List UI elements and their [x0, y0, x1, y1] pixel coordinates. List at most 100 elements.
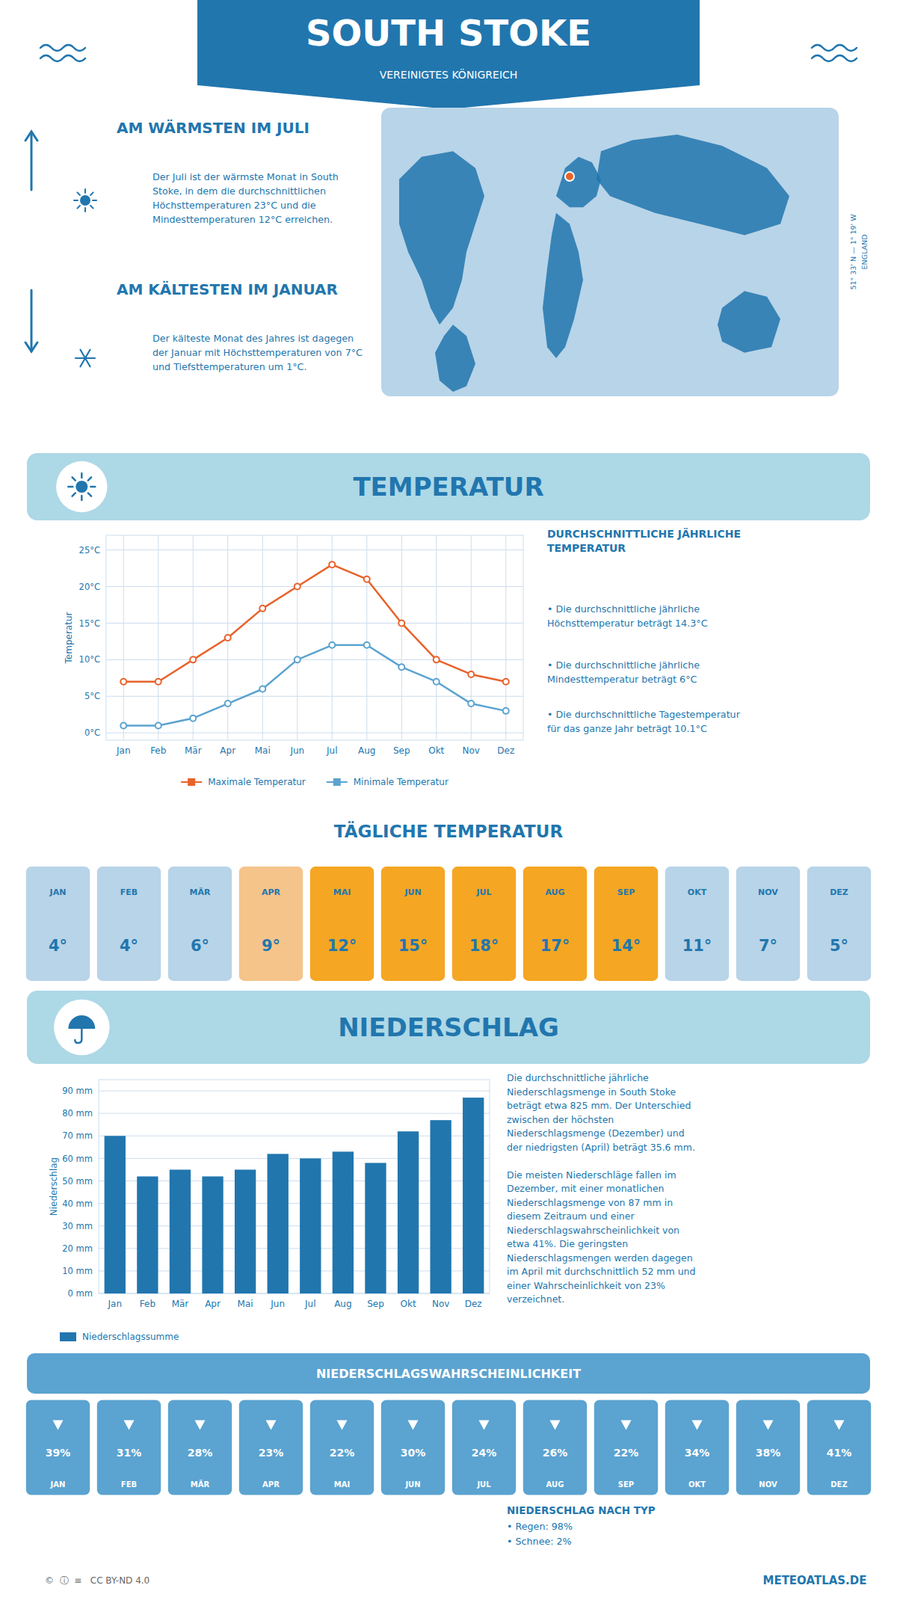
- text-line: 28%: [187, 1446, 214, 1459]
- cell-month: OKT: [688, 1480, 706, 1489]
- sun-ray: [84, 207, 86, 212]
- cell-value: 14°: [611, 936, 642, 955]
- grid-line-x: [157, 535, 159, 741]
- text-line: AUG: [546, 1480, 565, 1489]
- info: AM WÄRMSTEN IM JULIDer Juli ist der wärm…: [25, 118, 363, 373]
- x-tick-label: Dez: [497, 745, 515, 756]
- text-line: 0°C: [84, 727, 101, 738]
- x-tick-label: Jul: [304, 1298, 316, 1309]
- text-line: AM WÄRMSTEN IM JULI: [116, 118, 310, 137]
- line-marker: [224, 634, 231, 641]
- cell-value: 22%: [329, 1446, 356, 1459]
- rain-drop-icon: [124, 1419, 135, 1430]
- text-line: Aug: [358, 745, 376, 756]
- y-label-group: Niederschlag: [48, 1157, 60, 1216]
- cell-month: MÄR: [190, 1478, 211, 1489]
- text-line: MÄR: [190, 1478, 211, 1489]
- text-line: 5°C: [84, 690, 101, 702]
- banner-bg: [26, 452, 871, 521]
- text-line: einer Wahrscheinlichkeit von 23%: [506, 1279, 666, 1291]
- text-line: Niederschlagssumme: [82, 1331, 179, 1342]
- section-banner: NIEDERSCHLAG: [26, 990, 871, 1064]
- banner-bg: [26, 990, 871, 1064]
- cell-value: 30%: [400, 1446, 427, 1459]
- grid-line-y: [106, 549, 524, 551]
- rain-drop-icon: [408, 1419, 419, 1430]
- cell-value: 18°: [469, 936, 500, 955]
- cell-month: MAI: [333, 887, 352, 897]
- cell: [664, 1398, 730, 1495]
- text-line: Feb: [139, 1298, 156, 1309]
- text-line: OKT: [687, 887, 708, 897]
- text-line: Dez: [497, 745, 515, 756]
- sun-ray: [84, 189, 86, 193]
- banner-sun: [75, 480, 88, 493]
- map-continent: [399, 150, 485, 325]
- text-line: JUL: [475, 887, 492, 897]
- text-line: APR: [261, 887, 282, 897]
- precip-text-2: Die meisten Niederschläge fallen imDezem…: [506, 1169, 696, 1306]
- cell-month: SEP: [617, 887, 636, 897]
- sun-ray: [92, 199, 97, 202]
- text-line: Jan: [107, 1298, 123, 1309]
- cell-value: 24%: [471, 1446, 498, 1459]
- text-line: 0 mm: [68, 1287, 93, 1299]
- bar: [364, 1162, 386, 1294]
- coordinates: 51° 33' N — 1° 19' WENGLAND: [849, 213, 869, 291]
- precip-type: NIEDERSCHLAG NACH TYP• Regen: 98%• Schne…: [506, 1503, 656, 1547]
- y-tick-label: 30 mm: [62, 1220, 93, 1232]
- cell-month: JUL: [476, 1480, 492, 1489]
- legend-label: Niederschlagssumme: [82, 1331, 179, 1342]
- text-line: Mindesttemperatur beträgt 6°C: [547, 673, 698, 685]
- text-line: Niederschlag: [48, 1157, 60, 1216]
- text-line: der Januar mit Höchsttemperaturen von 7°…: [152, 346, 363, 359]
- bar: [462, 1097, 484, 1294]
- text-line: APR: [262, 1480, 280, 1489]
- bar: [332, 1151, 354, 1294]
- stats-bullet: • Die durchschnittliche Tagestemperaturf…: [547, 708, 741, 735]
- text-line: für das ganze Jahr beträgt 10.1°C: [547, 722, 708, 735]
- y-tick-label: 20 mm: [62, 1243, 93, 1254]
- cell-month: DEZ: [829, 887, 849, 897]
- line-marker: [120, 678, 127, 685]
- text-line: MÄR: [189, 886, 211, 897]
- text-line: 6°: [190, 936, 210, 955]
- cell: [593, 1398, 659, 1495]
- line-marker: [364, 642, 371, 649]
- legend-swatch-marker: [333, 778, 341, 786]
- cell: [25, 1398, 91, 1495]
- line-marker: [433, 656, 440, 663]
- line-marker: [328, 561, 335, 568]
- bar: [299, 1157, 321, 1294]
- precip-text: Die durchschnittliche jährlicheNiedersch…: [506, 1071, 696, 1305]
- cell-value: 17°: [540, 936, 571, 955]
- header: SOUTH STOKEVEREINIGTES KÖNIGREICH: [40, 0, 857, 110]
- cell: [96, 865, 162, 982]
- text-line: 17°: [540, 936, 571, 955]
- map-continent: [717, 290, 781, 353]
- rain-drop-icon: [195, 1419, 206, 1430]
- x-tick-label: Apr: [204, 1298, 221, 1309]
- cell-value: 31%: [116, 1446, 143, 1459]
- text-line: TEMPERATUR: [547, 541, 626, 554]
- banner-sun-ray: [80, 473, 83, 478]
- cell-month: JAN: [50, 1480, 66, 1489]
- chart-table: 39%JAN31%FEB28%MÄR23%APR22%MAI30%JUN24%J…: [25, 1398, 872, 1495]
- cell-month: JUN: [403, 887, 421, 897]
- text-line: Okt: [428, 745, 445, 756]
- text-line: JUN: [403, 887, 421, 897]
- rain-drop-icon: [266, 1419, 277, 1430]
- map-continent: [435, 324, 476, 392]
- text-line: 40 mm: [62, 1198, 93, 1209]
- text-line: 15°: [398, 936, 429, 955]
- plot-bg: [106, 535, 524, 741]
- cell-value: 23%: [258, 1446, 285, 1459]
- text-line: NIEDERSCHLAGSWAHRSCHEINLICHKEIT: [316, 1366, 581, 1381]
- text-line: 50 mm: [62, 1175, 93, 1187]
- precip-type-title: NIEDERSCHLAG NACH TYP: [506, 1503, 656, 1516]
- text-line: 14°: [611, 936, 642, 955]
- cell-value: 22%: [613, 1446, 640, 1459]
- wind-icon: [811, 44, 857, 51]
- text-line: TEMPERATUR: [352, 471, 544, 502]
- x-tick-label: Mär: [184, 745, 202, 756]
